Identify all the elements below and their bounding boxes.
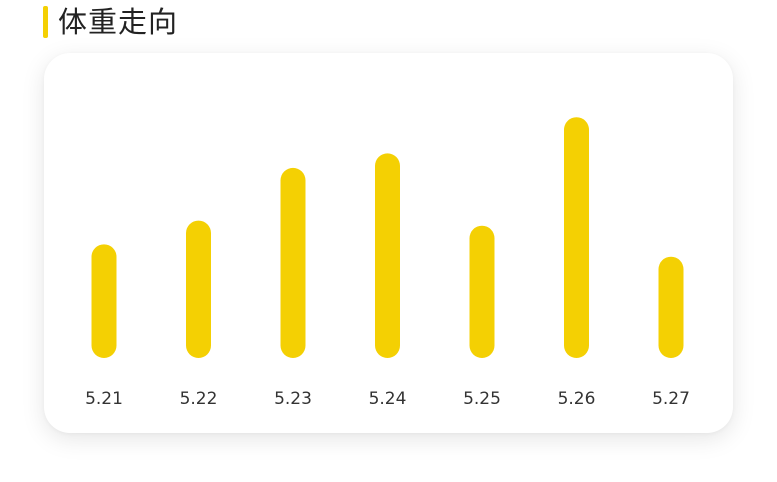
title-accent-bar [43,6,48,38]
bar-5.24 [375,153,400,358]
x-tick-label: 5.21 [85,389,123,409]
page-title: 体重走向 [58,5,179,39]
bar-5.26 [564,117,589,358]
x-tick-label: 5.24 [369,389,407,409]
x-tick-label: 5.25 [463,389,501,409]
x-tick-label: 5.27 [652,389,690,409]
bar-5.23 [280,167,306,358]
bar-5.25 [469,225,495,358]
bar-5.21 [91,244,117,358]
chart-card: 5.21 5.22 5.23 5.24 5.25 5.26 5.27 [44,53,733,433]
bar-5.27 [658,256,684,358]
x-tick-label: 5.23 [274,389,312,409]
x-tick-label: 5.26 [558,389,596,409]
section-header: 体重走向 [43,4,178,40]
bar-chart: 5.21 5.22 5.23 5.24 5.25 5.26 5.27 [85,117,690,409]
x-tick-label: 5.22 [180,389,218,409]
bar-5.22 [186,220,211,358]
